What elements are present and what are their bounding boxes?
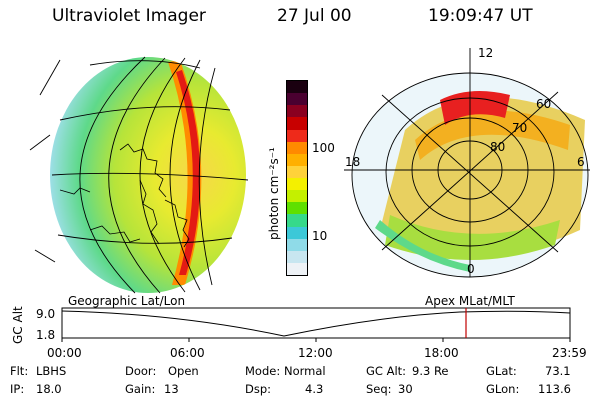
info-value-gc-alt: 9.3 Re [412,364,449,378]
colorbar-swatch [287,105,307,118]
colorbar-tick-100: 100 [312,141,335,155]
info-label-seq: Seq: [366,382,392,396]
colorbar-swatch [287,93,307,106]
colorbar-swatch [287,250,307,263]
altitude-tick-low: 1.8 [36,328,56,342]
colorbar-swatch [287,214,307,227]
colorbar-swatch [287,129,307,142]
polar-nightside-fill [385,215,560,260]
colorbar-swatch [287,178,307,191]
time-tick-1: 06:00 [170,346,205,360]
info-value-door: Open [168,364,199,378]
polar-oval-orange [415,110,570,160]
mlt-label-0: 0 [467,262,475,276]
info-label-dsp: Dsp: [245,382,272,396]
time-tick-0: 00:00 [47,346,82,360]
colorbar-swatch [287,190,307,203]
colorbar-swatch [287,262,307,275]
info-value-dsp: 4.3 [305,382,324,396]
info-value-mode: Normal [284,364,326,378]
colorbar-swatch [287,226,307,239]
info-value-ip: 18.0 [36,382,62,396]
right-panel-caption: Apex MLat/MLT [425,294,515,308]
colorbar-swatch [287,117,307,130]
polar-plot [344,48,590,278]
time-tick-2: 12:00 [298,346,333,360]
colorbar-swatch [287,81,307,94]
info-value-glon: 113.6 [538,382,571,396]
info-value-gain: 13 [164,382,179,396]
altitude-tick-high: 9.0 [36,307,56,321]
left-emission-fill [50,57,246,293]
lat-label-70: 70 [512,121,528,135]
info-label-mode: Mode: [245,364,281,378]
time-tick-3: 18:00 [424,346,459,360]
time-label: 19:09:47 UT [428,6,533,26]
altitude-x-ticks [61,338,571,342]
colorbar-swatch [287,202,307,215]
lat-label-80: 80 [490,140,506,154]
colorbar-swatch [287,153,307,166]
date-label: 27 Jul 00 [277,6,352,26]
colorbar-swatch [287,238,307,251]
info-value-flt: LBHS [36,364,67,378]
info-label-glat: GLat: [486,364,517,378]
polar-oval-red [440,91,510,125]
colorbar [286,80,308,276]
info-label-ip: IP: [10,382,25,396]
info-value-seq: 30 [398,382,413,396]
info-value-glat: 73.1 [545,364,571,378]
oval-band-red [176,70,201,275]
instrument-title: Ultraviolet Imager [52,6,206,26]
polar-grid [344,48,590,278]
info-label-flt: Flt: [10,364,29,378]
info-label-gc-alt: GC Alt: [366,364,407,378]
colorbar-tick-10: 10 [312,229,328,243]
colorbar-swatch [287,165,307,178]
left-panel-caption: Geographic Lat/Lon [68,294,186,308]
altitude-trace [61,310,571,337]
lat-lon-grid [29,56,249,294]
info-label-gain: Gain: [125,382,156,396]
polar-edge-fill [375,220,470,272]
info-label-door: Door: [125,364,157,378]
colorbar-swatch [287,141,307,154]
lat-label-60: 60 [536,97,552,111]
mlt-label-12: 12 [478,46,494,60]
altitude-plot-frame [61,307,571,339]
mlt-label-18: 18 [345,155,361,169]
time-tick-4: 23:59 [552,346,587,360]
mlt-label-6: 6 [577,155,585,169]
info-label-glon: GLon: [486,382,520,396]
